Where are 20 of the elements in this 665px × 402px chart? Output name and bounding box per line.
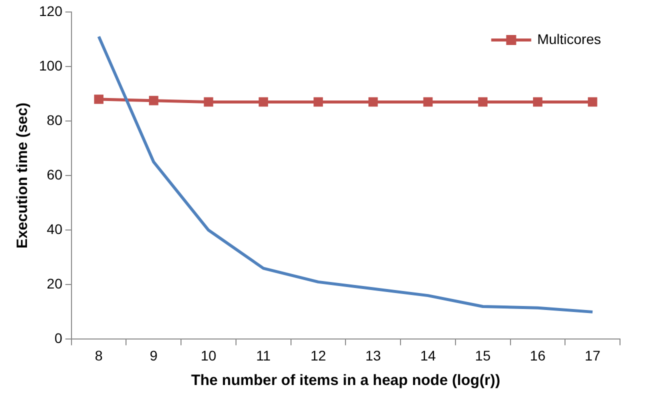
y-tick-label: 0 xyxy=(54,330,63,346)
y-tick-label: 20 xyxy=(46,276,63,292)
x-tick-label: 15 xyxy=(475,347,491,364)
x-tick-label: 9 xyxy=(150,347,158,364)
x-tick-label: 11 xyxy=(256,347,271,364)
y-tick-label: 40 xyxy=(46,220,63,237)
y-tick-label: 120 xyxy=(39,2,63,19)
x-tick-label: 16 xyxy=(530,347,546,364)
y-axis-title: Execution time (sec) xyxy=(14,102,32,249)
y-tick-label: 100 xyxy=(39,57,63,74)
x-tick-label: 13 xyxy=(365,347,382,364)
y-tick-label: 80 xyxy=(46,112,63,128)
x-tick-label: 14 xyxy=(420,347,436,364)
x-axis-title: The number of items in a heap node (log(r)) xyxy=(191,372,500,390)
x-tick-label: 17 xyxy=(584,347,601,364)
x-tick-label: 12 xyxy=(310,347,326,364)
y-tick-label: 60 xyxy=(46,166,63,182)
x-tick-label: 10 xyxy=(200,347,217,364)
x-tick-label: 8 xyxy=(94,347,103,364)
legend-label: Multicores xyxy=(537,30,602,47)
